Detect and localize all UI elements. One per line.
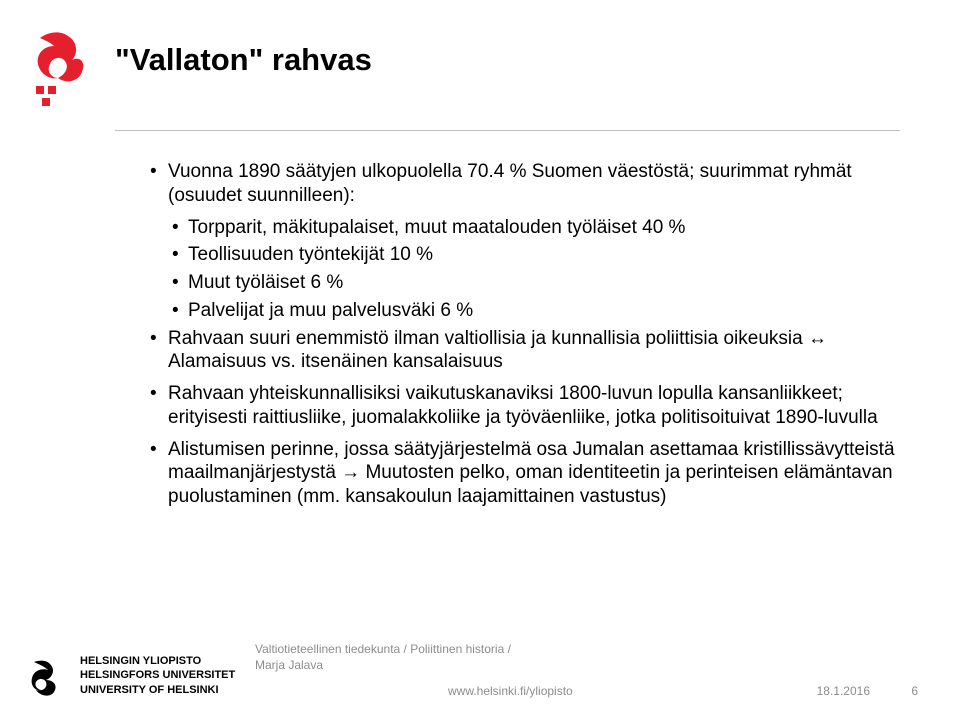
sub-bullet-text: Muut työläiset 6 % xyxy=(188,272,343,293)
bullet-text: Rahvaan yhteiskunnallisiksi vaikutuskana… xyxy=(168,383,878,428)
sub-bullet-item: Muut työläiset 6 % xyxy=(150,271,900,295)
footer-date: 18.1.2016 xyxy=(817,684,870,698)
bullet-text: Vuonna 1890 säätyjen ulkopuolella 70.4 %… xyxy=(168,161,852,206)
university-logo-icon xyxy=(30,660,70,698)
footer-page-number: 6 xyxy=(911,684,918,698)
bullet-text: Rahvaan suuri enemmistö ilman valtiollis… xyxy=(168,328,827,373)
author: Marja Jalava xyxy=(255,658,511,674)
sub-bullet-text: Teollisuuden työntekijät 10 % xyxy=(188,244,433,265)
sub-bullet-item: Torpparit, mäkitupalaiset, muut maatalou… xyxy=(150,216,900,240)
bullet-item: Rahvaan suuri enemmistö ilman valtiollis… xyxy=(150,327,900,375)
title-divider xyxy=(115,130,900,131)
sub-bullet-text: Torpparit, mäkitupalaiset, muut maatalou… xyxy=(188,217,685,238)
sub-bullet-text: Palvelijat ja muu palvelusväki 6 % xyxy=(188,300,473,321)
uni-name-en: UNIVERSITY OF HELSINKI xyxy=(80,683,235,697)
footer-url: www.helsinki.fi/yliopisto xyxy=(448,684,573,698)
slide-body: Vuonna 1890 säätyjen ulkopuolella 70.4 %… xyxy=(150,160,900,517)
slide-title: "Vallaton" rahvas xyxy=(115,42,372,78)
sub-bullet-item: Teollisuuden työntekijät 10 % xyxy=(150,243,900,267)
sub-bullet-item: Palvelijat ja muu palvelusväki 6 % xyxy=(150,299,900,323)
bullet-text: Alistumisen perinne, jossa säätyjärjeste… xyxy=(168,439,895,508)
bullet-item: Rahvaan yhteiskunnallisiksi vaikutuskana… xyxy=(150,382,900,430)
university-name: HELSINGIN YLIOPISTO HELSINGFORS UNIVERSI… xyxy=(80,654,235,697)
bullet-item: Alistumisen perinne, jossa säätyjärjeste… xyxy=(150,438,900,509)
bullet-item: Vuonna 1890 säätyjen ulkopuolella 70.4 %… xyxy=(150,160,900,208)
slide-footer: HELSINGIN YLIOPISTO HELSINGFORS UNIVERSI… xyxy=(30,638,930,698)
department-author: Valtiotieteellinen tiedekunta / Poliitti… xyxy=(255,642,511,673)
uni-name-sv: HELSINGFORS UNIVERSITET xyxy=(80,668,235,682)
uni-name-fi: HELSINGIN YLIOPISTO xyxy=(80,654,235,668)
flame-logo-icon xyxy=(30,30,90,110)
department: Valtiotieteellinen tiedekunta / Poliitti… xyxy=(255,642,511,658)
